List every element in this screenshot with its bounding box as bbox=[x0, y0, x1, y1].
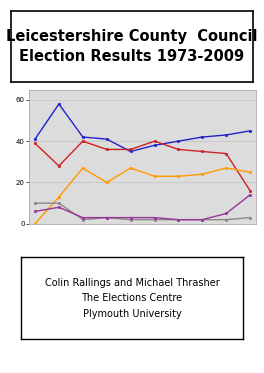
Text: Leicestershire County  Council
Election Results 1973-2009: Leicestershire County Council Election R… bbox=[6, 29, 258, 64]
Text: Colin Rallings and Michael Thrasher
The Elections Centre
Plymouth University: Colin Rallings and Michael Thrasher The … bbox=[45, 278, 219, 319]
